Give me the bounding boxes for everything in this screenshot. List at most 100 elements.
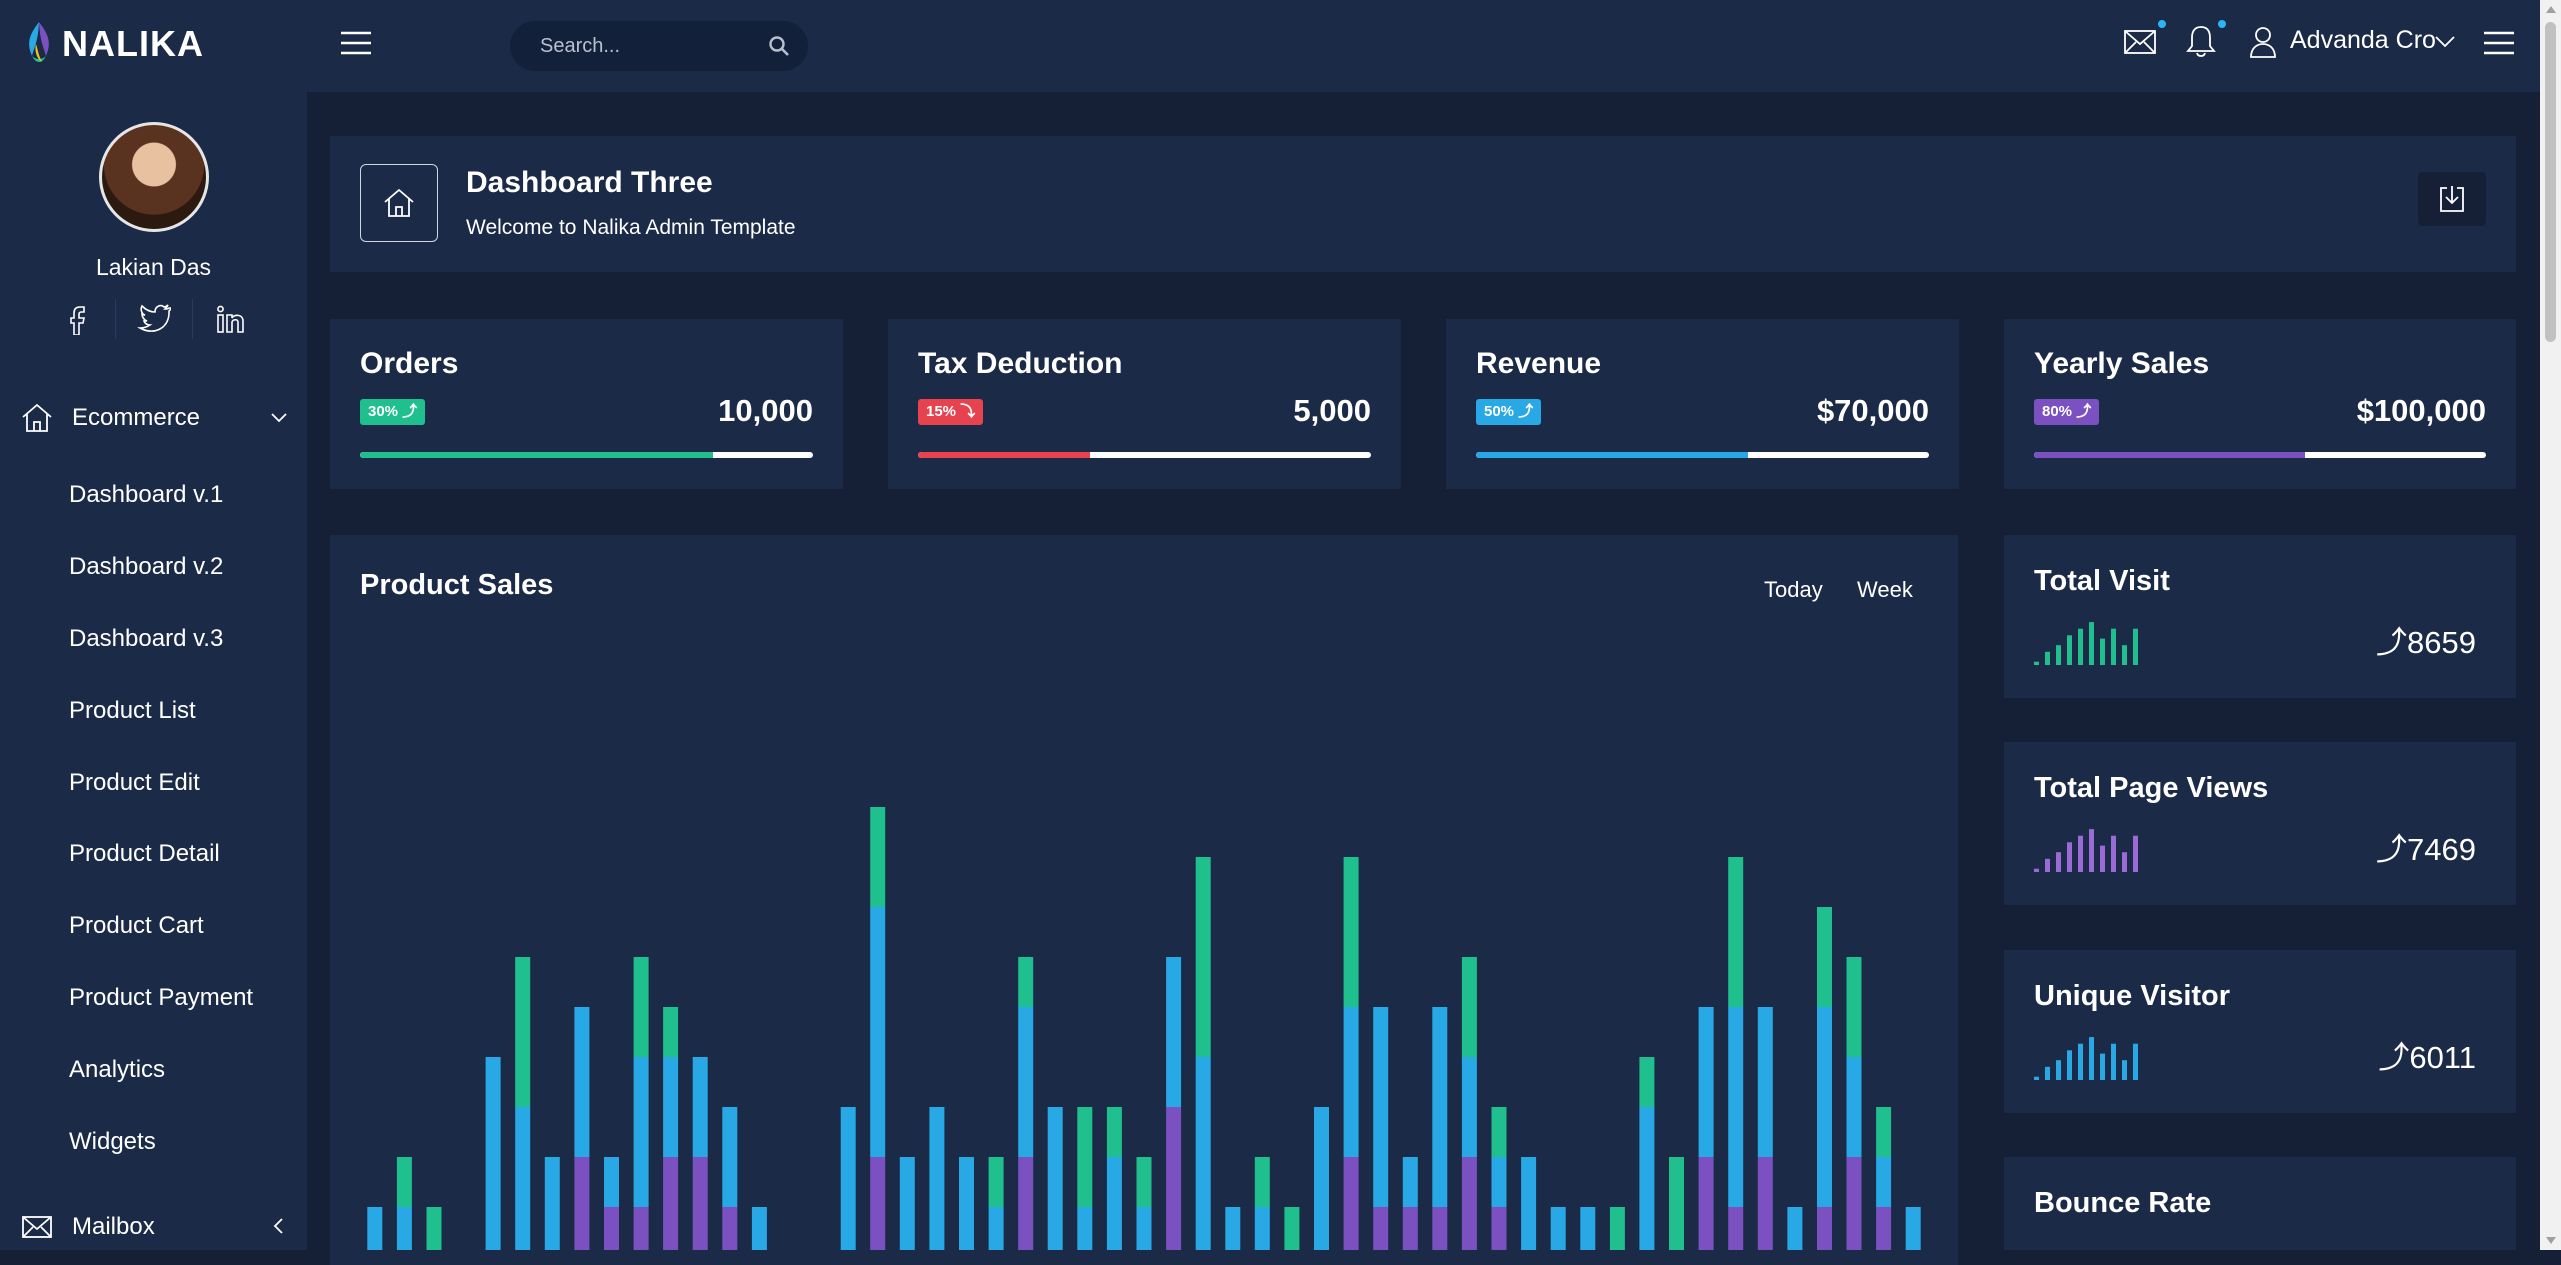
chart-bar-segment	[1846, 957, 1862, 1057]
chart-bar-segment	[1728, 857, 1744, 1007]
sidebar-item-analytics[interactable]: Analytics	[69, 1056, 166, 1083]
sidebar-group-ecommerce[interactable]: Ecommerce	[0, 393, 307, 443]
sparkline-bar	[2122, 645, 2127, 665]
chart-bar-segment	[1757, 1007, 1773, 1157]
product-sales-chart	[367, 807, 1921, 1250]
chart-bar-segment	[1343, 857, 1359, 1007]
search-icon[interactable]	[768, 35, 790, 57]
chevron-left-icon	[273, 1218, 283, 1234]
hamburger-icon[interactable]	[339, 28, 373, 58]
sparkline-bar	[2111, 835, 2116, 872]
scroll-down-arrow-icon[interactable]	[2546, 1237, 2556, 1244]
chart-bar-segment	[1846, 1057, 1862, 1157]
avatar[interactable]	[98, 122, 209, 232]
chart-bar-segment	[870, 807, 886, 907]
sparkline-bar	[2045, 1066, 2050, 1080]
page-subtitle: Welcome to Nalika Admin Template	[466, 216, 796, 239]
bell-icon[interactable]	[2186, 24, 2216, 58]
sidebar-item-product-list[interactable]: Product List	[69, 697, 196, 724]
chart-bar-segment	[870, 1157, 886, 1250]
sparkline-bar	[2067, 1050, 2072, 1080]
sparkline-bar	[2133, 628, 2138, 665]
mail-notification-dot	[2158, 20, 2166, 28]
home-button[interactable]	[360, 164, 438, 242]
stat-progress-fill	[360, 452, 714, 458]
download-button[interactable]	[2418, 172, 2486, 226]
sidebar-item-widgets[interactable]: Widgets	[69, 1128, 156, 1155]
sparkline-bar	[2078, 628, 2083, 665]
chart-bar-segment	[1728, 1207, 1744, 1250]
stat-progress-fill	[1476, 452, 1748, 458]
mini-title: Total Page Views	[2034, 772, 2269, 804]
profile-name: Lakian Das	[95, 254, 212, 280]
download-icon	[2440, 186, 2464, 212]
chart-bar-segment	[899, 1157, 915, 1250]
chart-bar-segment	[663, 1157, 679, 1250]
chart-bar-segment	[1166, 957, 1182, 1107]
sidebar-item-product-detail[interactable]: Product Detail	[69, 840, 220, 867]
chart-bar-segment	[396, 1207, 412, 1250]
chart-bar-segment	[604, 1157, 619, 1207]
chart-bar-segment	[751, 1207, 767, 1250]
page-scrollbar[interactable]	[2540, 0, 2561, 1250]
facebook-icon[interactable]	[39, 299, 116, 339]
scroll-thumb[interactable]	[2545, 22, 2556, 342]
chart-bar-segment	[1817, 907, 1832, 1007]
brand[interactable]: NALIKA	[22, 20, 204, 68]
mail-icon	[22, 1216, 52, 1238]
sparkline-bar	[2045, 858, 2050, 872]
mail-icon[interactable]	[2123, 28, 2157, 56]
chart-bar-segment	[1314, 1107, 1329, 1250]
menu-icon[interactable]	[2483, 30, 2515, 56]
stat-title: Tax Deduction	[918, 347, 1123, 380]
chart-bar-segment	[1018, 1157, 1034, 1250]
user-icon[interactable]	[2249, 26, 2277, 58]
sparkline-bar	[2122, 852, 2127, 872]
sidebar-item-product-cart[interactable]: Product Cart	[69, 912, 204, 939]
stat-title: Orders	[360, 347, 459, 380]
sparkline-bar	[2067, 635, 2072, 665]
twitter-icon[interactable]	[116, 299, 193, 339]
sparkline-bar	[2067, 842, 2072, 872]
linkedin-icon[interactable]	[193, 299, 269, 339]
sparkline-bar	[2089, 829, 2094, 872]
sidebar-item-product-edit[interactable]: Product Edit	[69, 769, 200, 796]
sparkline-bar	[2089, 622, 2094, 665]
chart-bar-segment	[722, 1107, 738, 1207]
user-name[interactable]: Advanda Cro	[2290, 26, 2436, 54]
chart-bar-segment	[1876, 1107, 1892, 1157]
chart-bar-segment	[1550, 1207, 1566, 1250]
chart-bar-segment	[1106, 1157, 1122, 1250]
chart-bar-segment	[1876, 1207, 1892, 1250]
chevron-down-icon[interactable]	[2434, 34, 2456, 50]
sidebar-group-mailbox[interactable]: Mailbox	[0, 1202, 307, 1252]
scroll-up-arrow-icon[interactable]	[2546, 6, 2556, 13]
stat-progress	[918, 452, 1371, 458]
sidebar-item-dashboard-v3[interactable]: Dashboard v.3	[69, 625, 224, 652]
chart-bar-segment	[633, 957, 649, 1057]
chart-bar-segment	[929, 1107, 945, 1250]
chart-bar-segment	[1639, 1107, 1655, 1250]
chart-bar-segment	[663, 1057, 679, 1157]
chart-bar-segment	[574, 1007, 590, 1157]
sidebar-item-product-payment[interactable]: Product Payment	[69, 984, 254, 1011]
sidebar-item-dashboard-v1[interactable]: Dashboard v.1	[69, 481, 224, 508]
search-box	[510, 21, 808, 71]
brand-name: NALIKA	[62, 23, 204, 64]
sparkline-bar	[2111, 628, 2116, 665]
page-header: Dashboard Three Welcome to Nalika Admin …	[330, 136, 2516, 272]
chart-bar-segment	[1432, 1007, 1448, 1207]
tab-today[interactable]: Today	[1764, 577, 1823, 602]
tab-week[interactable]: Week	[1857, 577, 1913, 602]
sidebar-item-dashboard-v2[interactable]: Dashboard v.2	[69, 553, 224, 580]
chart-bar-segment	[1047, 1107, 1063, 1250]
sparkline-bar	[2133, 1043, 2138, 1080]
mini-card-total-page-views: Total Page Views ⤴7469	[2004, 742, 2516, 905]
chevron-down-icon	[271, 413, 287, 423]
search-input[interactable]	[538, 33, 762, 59]
chart-bar-segment	[1166, 1107, 1182, 1250]
chart-bar-segment	[1491, 1107, 1507, 1157]
page-title: Dashboard Three	[466, 166, 713, 199]
sparkline-bar	[2100, 1053, 2105, 1080]
sparkline-bar	[2111, 1043, 2116, 1080]
